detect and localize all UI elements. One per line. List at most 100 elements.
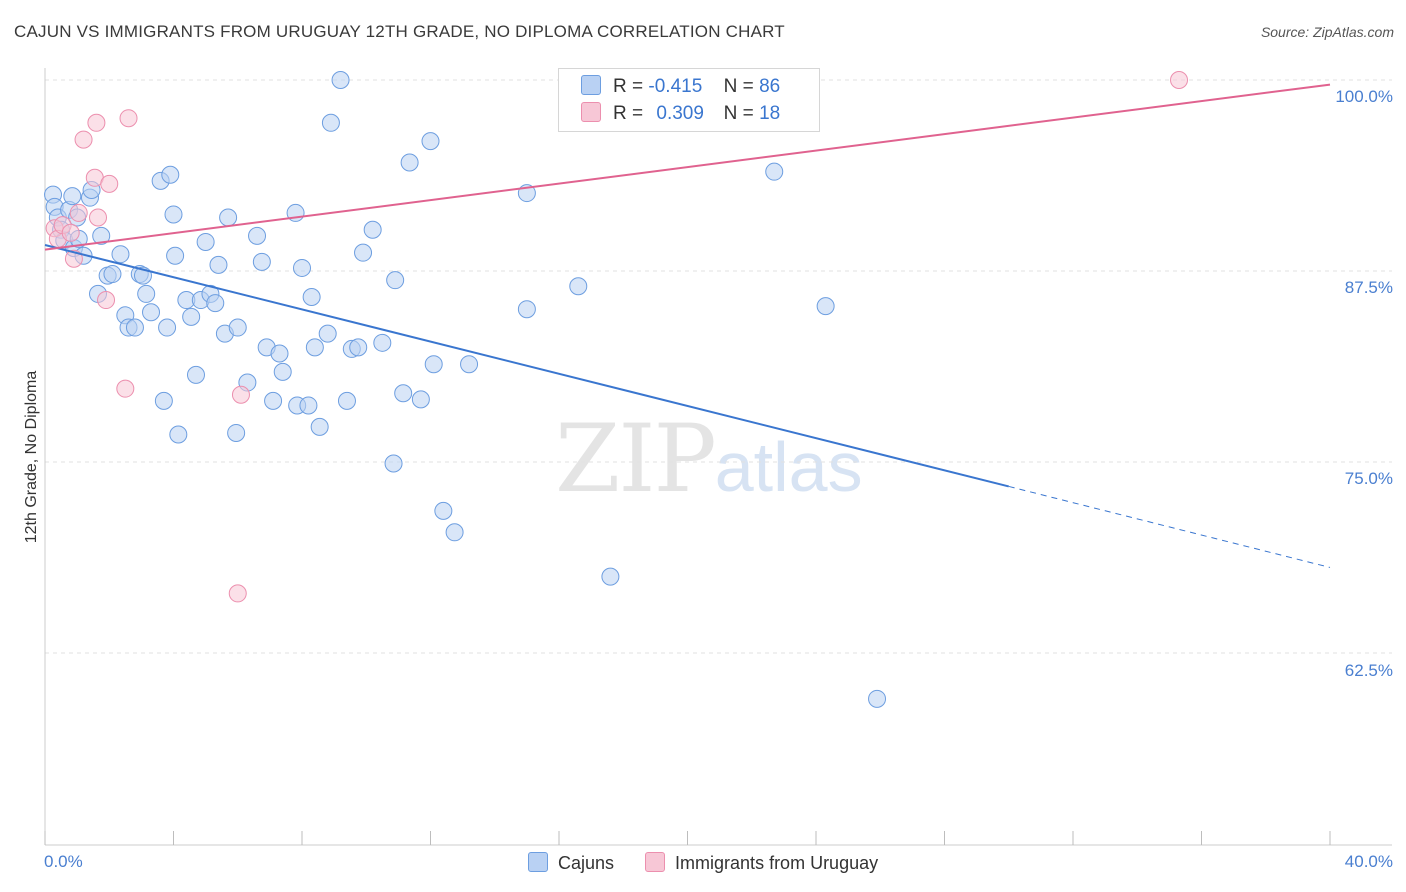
cajun-point [186,365,205,384]
cajun-point [349,338,368,357]
legend-label: Cajuns [558,853,615,873]
legend-n-value: 18 [759,103,781,124]
cajun-point [460,355,479,374]
uruguay-point [61,223,80,242]
legend-r-label: R = [613,76,644,97]
cajun-point [424,355,443,374]
cajun-point [816,297,835,316]
uruguay-point [100,174,119,193]
cajun-point [394,384,413,403]
cajun-point [321,113,340,132]
cajun-point [209,255,228,274]
cajun-point [337,391,356,410]
legend-item-cajuns[interactable]: Cajuns [528,852,614,874]
legend-n-label: N = [723,76,754,97]
uruguay-point [116,379,135,398]
cajun-point [103,265,122,284]
cajun-point [421,132,440,151]
cajun-point [765,162,784,181]
uruguay-point [64,249,83,268]
cajun-point [125,318,144,337]
legend-swatch-pink [581,102,601,122]
cajun-point [601,567,620,586]
y-tick-label: 62.5% [1344,661,1393,680]
cajun-point [310,417,329,436]
series-legend: Cajuns Immigrants from Uruguay [528,852,904,874]
chart-title: CAJUN VS IMMIGRANTS FROM URUGUAY 12TH GR… [14,22,785,41]
legend-r-value: 0.309 [656,103,704,124]
cajun-point [299,396,318,415]
cajun-point [411,390,430,409]
cajun-point [434,501,453,520]
cajun-point [386,271,405,290]
cajun-point [302,287,321,306]
cajun-point [158,318,177,337]
cajun-point [154,391,173,410]
correlation-legend: R = -0.415 N = 86 R = 0.309 N = 18 [558,68,820,132]
cajun-point [354,243,373,262]
cajun-point [373,333,392,352]
cajun-point [169,425,188,444]
cajun-point [868,689,887,708]
cajun-point [166,246,185,265]
uruguay-point [74,130,93,149]
watermark-atlas: atlas [714,428,863,506]
source-label: Source: ZipAtlas.com [1260,24,1394,40]
legend-swatch-blue [581,75,601,95]
cajun-point [137,284,156,303]
legend-item-uruguay[interactable]: Immigrants from Uruguay [645,852,878,874]
cajun-point [384,454,403,473]
y-tick-label: 100.0% [1335,87,1393,106]
legend-swatch-pink [645,852,666,872]
cajun-point [363,220,382,239]
uruguay-trend-line [44,83,1331,251]
cajun-point [63,187,82,206]
cajun-point [400,153,419,172]
x-tick-label-max: 40.0% [1344,852,1393,871]
watermark-zip: ZIP [555,405,717,514]
uruguay-point [87,113,106,132]
uruguay-point [1170,71,1189,89]
legend-n-value: 86 [759,76,781,97]
legend-r-value: -0.415 [648,76,703,97]
legend-row-cajuns: R = -0.415 N = 86 [581,75,780,99]
cajun-point [227,423,246,442]
cajun-point [569,277,588,296]
cajun-point [228,318,247,337]
legend-n-label: N = [723,103,754,124]
cajun-point [111,245,130,264]
cajun-point [142,303,161,322]
cajun-point [248,226,267,245]
cajun-trend-extension [1008,485,1331,568]
y-tick-label: 75.0% [1344,469,1393,488]
cajun-point [517,300,536,319]
uruguay-point [69,203,88,222]
cajun-trend-line [44,244,1009,488]
cajun-point [264,391,283,410]
cajun-point [273,362,292,381]
x-tick-label-min: 0.0% [44,852,83,871]
cajun-point [206,294,225,313]
cajun-point [164,205,183,224]
cajun-point [161,165,180,184]
cajun-point [92,226,111,245]
legend-row-uruguay: R = 0.309 N = 18 [581,102,780,126]
uruguay-point [228,584,247,603]
uruguay-point [97,291,116,310]
uruguay-point [231,385,250,404]
legend-label: Immigrants from Uruguay [675,853,879,873]
cajun-point [331,71,350,89]
cajun-point [270,344,289,363]
uruguay-point [89,208,108,227]
cajun-point [305,338,324,357]
cajun-point [318,324,337,343]
y-tick-label: 87.5% [1344,278,1393,297]
cajun-point [182,307,201,326]
watermark: ZIPatlas [555,405,863,514]
uruguay-point [119,109,138,128]
cajun-point [196,232,215,251]
legend-swatch-blue [528,852,548,872]
legend-r-label: R = [613,103,644,124]
cajun-point [293,258,311,277]
